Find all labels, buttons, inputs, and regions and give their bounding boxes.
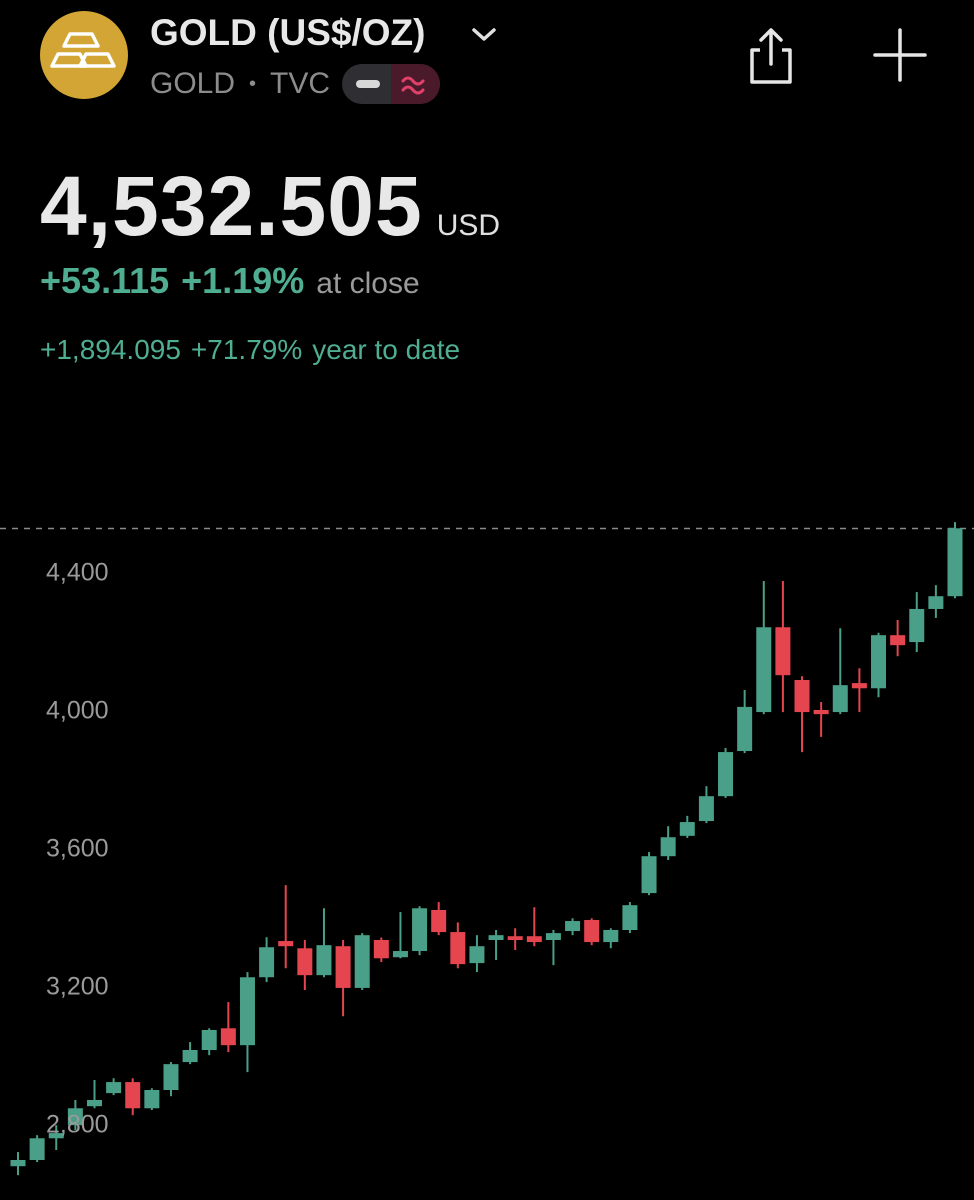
candle-body bbox=[622, 905, 638, 930]
symbol-title[interactable]: GOLD (US$/OZ) bbox=[150, 12, 426, 53]
status-badge bbox=[342, 64, 441, 104]
currency: USD bbox=[436, 209, 501, 242]
y-tick-label: 4,000 bbox=[46, 697, 109, 725]
candle-body bbox=[565, 921, 581, 932]
candle-body bbox=[239, 977, 255, 1046]
ytd-change: +1,894.095 bbox=[40, 334, 181, 365]
header-icons bbox=[40, 11, 927, 99]
candle-body bbox=[297, 948, 313, 976]
candle-body bbox=[641, 856, 657, 894]
candle-body bbox=[469, 946, 485, 964]
change-percent: +1.19% bbox=[181, 260, 305, 301]
ticker: GOLD bbox=[150, 67, 236, 100]
session-label: at close bbox=[316, 267, 420, 300]
candle-body bbox=[756, 627, 772, 713]
candle-body bbox=[278, 941, 294, 947]
candle-body bbox=[660, 837, 676, 857]
y-tick-label: 3,200 bbox=[46, 973, 109, 1001]
candle-body bbox=[603, 930, 619, 943]
change: +53.115 bbox=[40, 260, 170, 301]
candle-body bbox=[813, 710, 829, 715]
last-price: 4,532.505 bbox=[40, 159, 423, 253]
candle-body bbox=[67, 1108, 83, 1126]
ytd-percent: +71.79% bbox=[190, 334, 303, 365]
price-row: 4,532.505 USD bbox=[40, 158, 500, 255]
candle-body bbox=[928, 596, 944, 609]
symbol-subtitle: GOLD • TVC bbox=[150, 64, 441, 104]
candle-body bbox=[163, 1064, 179, 1090]
candle-body bbox=[10, 1160, 26, 1167]
candle-body bbox=[488, 935, 504, 940]
candle-body bbox=[29, 1138, 45, 1160]
candle-body bbox=[259, 947, 275, 978]
candle-body bbox=[698, 796, 714, 822]
candle-body bbox=[909, 608, 925, 643]
share-button[interactable] bbox=[750, 28, 792, 84]
candle-body bbox=[526, 936, 542, 943]
candle-body bbox=[545, 933, 561, 940]
candle-body bbox=[48, 1133, 64, 1139]
add-button[interactable] bbox=[873, 28, 927, 82]
change-row: +53.115 +1.19% at close bbox=[40, 260, 420, 302]
candle-body bbox=[201, 1030, 217, 1050]
separator: • bbox=[249, 72, 257, 95]
candle-body bbox=[354, 935, 370, 988]
candle-body bbox=[412, 908, 428, 952]
candle-body bbox=[392, 951, 408, 958]
candle-body bbox=[431, 910, 447, 933]
candle-body bbox=[106, 1082, 122, 1094]
candle-body bbox=[775, 627, 791, 676]
y-tick-label: 3,600 bbox=[46, 835, 109, 863]
candle-body bbox=[182, 1050, 198, 1063]
logo bbox=[40, 11, 128, 99]
exchange: TVC bbox=[270, 67, 331, 100]
candle-body bbox=[86, 1100, 102, 1107]
candle-body bbox=[832, 685, 848, 713]
candle-body bbox=[718, 752, 734, 797]
candle-body bbox=[584, 920, 600, 943]
candle-body bbox=[851, 683, 867, 689]
candle-body bbox=[373, 940, 389, 959]
ytd-row: +1,894.095 +71.79% year to date bbox=[40, 334, 460, 366]
candle-body bbox=[507, 936, 523, 940]
candle-body bbox=[316, 945, 332, 976]
y-tick-label: 4,400 bbox=[46, 559, 109, 587]
candle-body bbox=[737, 706, 753, 752]
candle-body bbox=[794, 680, 810, 713]
candle-body bbox=[220, 1028, 236, 1046]
ytd-label: year to date bbox=[312, 334, 461, 365]
candle-body bbox=[890, 635, 906, 646]
dropdown-chevron[interactable] bbox=[472, 28, 496, 41]
candle-body bbox=[450, 932, 466, 965]
candle-body bbox=[679, 822, 695, 836]
candle-body bbox=[947, 528, 963, 597]
y-tick-label: 2,800 bbox=[46, 1110, 109, 1138]
candle-body bbox=[125, 1082, 141, 1109]
candle-body bbox=[871, 635, 887, 689]
candle-body bbox=[335, 946, 351, 988]
candle-body bbox=[144, 1090, 160, 1109]
